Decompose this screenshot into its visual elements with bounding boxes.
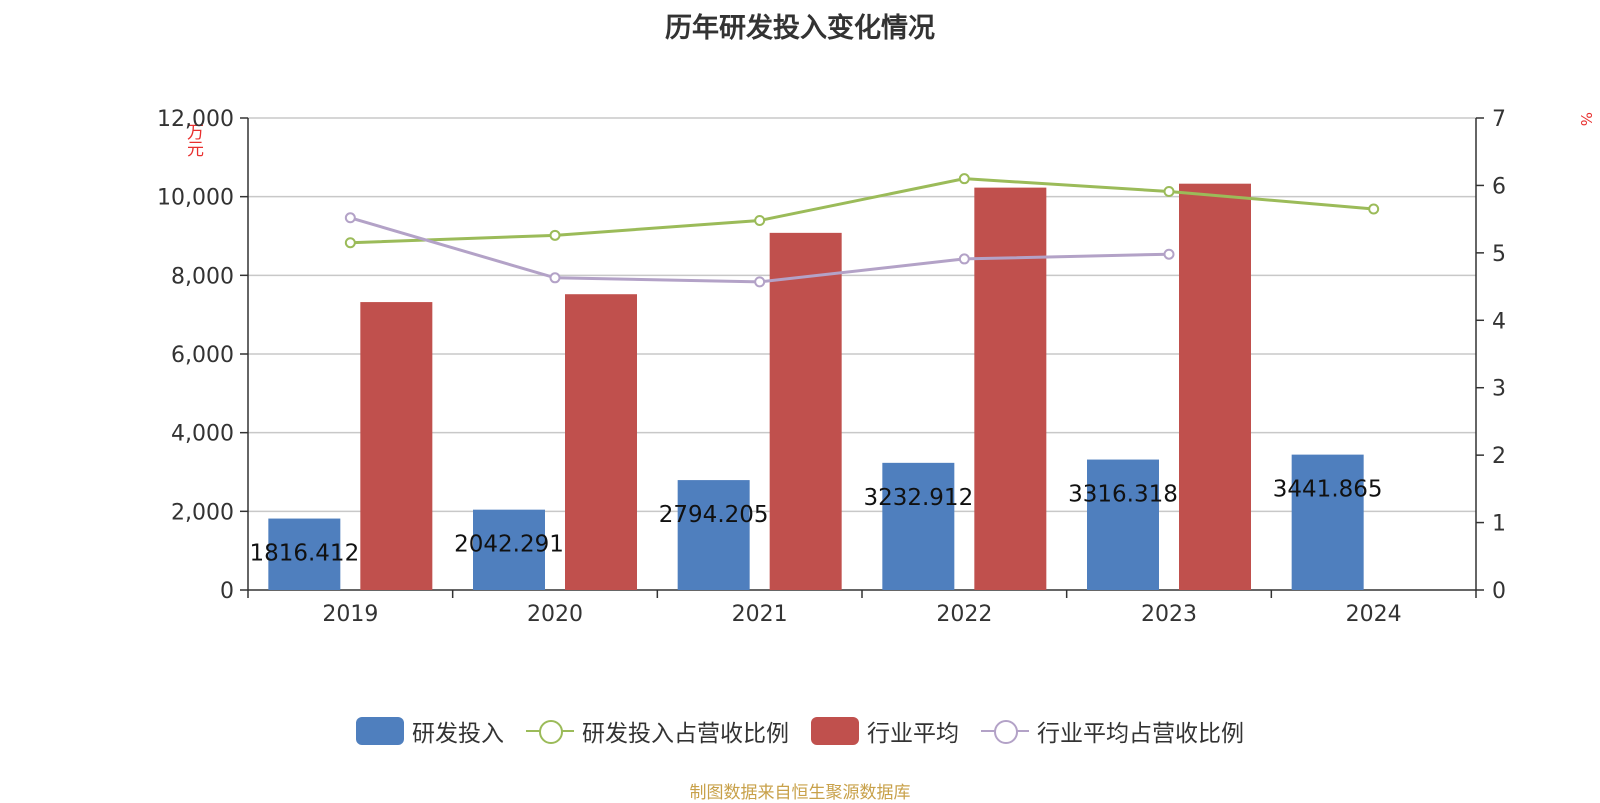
left-axis-tick-label: 12,000 bbox=[157, 107, 234, 132]
point-industry-ratio bbox=[1163, 248, 1175, 260]
right-axis-tick-label: 2 bbox=[1492, 444, 1506, 469]
point-rd-ratio bbox=[1368, 203, 1380, 215]
left-axis-tick-label: 4,000 bbox=[171, 422, 234, 447]
legend-swatch-industry-ratio bbox=[981, 717, 1029, 745]
left-axis-tick-label: 0 bbox=[220, 579, 234, 604]
right-axis-tick-label: 0 bbox=[1492, 579, 1506, 604]
left-axis-tick-label: 8,000 bbox=[171, 264, 234, 289]
right-axis-tick-label: 1 bbox=[1492, 512, 1506, 537]
point-rd-ratio bbox=[344, 237, 356, 249]
point-industry-ratio bbox=[958, 253, 970, 265]
data-label-rd-investment: 2794.205 bbox=[659, 502, 769, 528]
legend-label-rd-ratio: 研发投入占营收比例 bbox=[582, 721, 789, 747]
right-axis-unit: % bbox=[1577, 112, 1595, 127]
bar-rd-investment bbox=[1291, 454, 1364, 590]
legend-swatch-rd-ratio bbox=[526, 717, 574, 745]
bar-rd-investment bbox=[882, 462, 955, 590]
x-axis-tick-label: 2019 bbox=[322, 602, 378, 627]
point-rd-ratio bbox=[754, 214, 766, 226]
legend-label-rd-investment: 研发投入 bbox=[412, 721, 504, 747]
x-axis-tick-label: 2022 bbox=[936, 602, 992, 627]
data-label-rd-investment: 3441.865 bbox=[1273, 477, 1383, 503]
bar-rd-investment bbox=[268, 518, 341, 590]
left-axis-unit: 万元 bbox=[183, 123, 203, 157]
data-label-rd-investment: 3232.912 bbox=[863, 485, 973, 511]
right-axis-tick-label: 5 bbox=[1492, 242, 1506, 267]
legend-label-industry-average: 行业平均 bbox=[867, 721, 959, 747]
legend-item-industry-ratio[interactable]: 行业平均占营收比例 bbox=[981, 714, 1244, 748]
point-industry-ratio bbox=[549, 272, 561, 284]
chart-legend: 研发投入 研发投入占营收比例 行业平均 行业平均占营收比例 bbox=[0, 714, 1600, 748]
legend-item-industry-average[interactable]: 行业平均 bbox=[811, 714, 959, 748]
legend-swatch-rd-investment bbox=[356, 717, 404, 745]
left-axis-tick-label: 10,000 bbox=[157, 186, 234, 211]
x-axis-tick-label: 2021 bbox=[732, 602, 788, 627]
bar-industry-average bbox=[565, 294, 637, 590]
data-source-note: 制图数据来自恒生聚源数据库 bbox=[689, 783, 911, 803]
legend-item-rd-investment[interactable]: 研发投入 bbox=[356, 714, 504, 748]
bar-rd-investment bbox=[473, 509, 545, 590]
data-label-rd-investment: 2042.291 bbox=[454, 532, 564, 558]
point-rd-ratio bbox=[958, 173, 970, 185]
bar-industry-average bbox=[974, 187, 1047, 590]
legend-item-rd-ratio[interactable]: 研发投入占营收比例 bbox=[526, 714, 789, 748]
point-rd-ratio bbox=[549, 229, 561, 241]
bar-rd-investment bbox=[1087, 459, 1159, 590]
legend-swatch-industry-average bbox=[811, 717, 859, 745]
x-axis-tick-label: 2020 bbox=[527, 602, 583, 627]
x-axis-tick-label: 2023 bbox=[1141, 602, 1197, 627]
bar-industry-average bbox=[360, 302, 433, 590]
x-axis-tick-label: 2024 bbox=[1346, 602, 1402, 627]
data-label-rd-investment: 3316.318 bbox=[1068, 482, 1178, 508]
chart-title: 历年研发投入变化情况 bbox=[665, 13, 935, 44]
bar-industry-average bbox=[1179, 183, 1251, 591]
right-axis-tick-label: 6 bbox=[1492, 174, 1506, 199]
point-rd-ratio bbox=[1163, 185, 1175, 197]
left-axis-tick-label: 6,000 bbox=[171, 343, 234, 368]
point-industry-ratio bbox=[344, 212, 356, 224]
bar-industry-average bbox=[769, 232, 842, 590]
left-axis-tick-label: 2,000 bbox=[171, 500, 234, 525]
right-axis-tick-label: 4 bbox=[1492, 309, 1506, 334]
data-label-rd-investment: 1816.412 bbox=[249, 541, 359, 567]
point-industry-ratio bbox=[754, 276, 766, 288]
legend-label-industry-ratio: 行业平均占营收比例 bbox=[1037, 721, 1244, 747]
line-rd-ratio bbox=[350, 177, 1374, 245]
right-axis-tick-label: 7 bbox=[1492, 107, 1506, 132]
bar-rd-investment bbox=[677, 480, 750, 590]
right-axis-tick-label: 3 bbox=[1492, 377, 1506, 402]
